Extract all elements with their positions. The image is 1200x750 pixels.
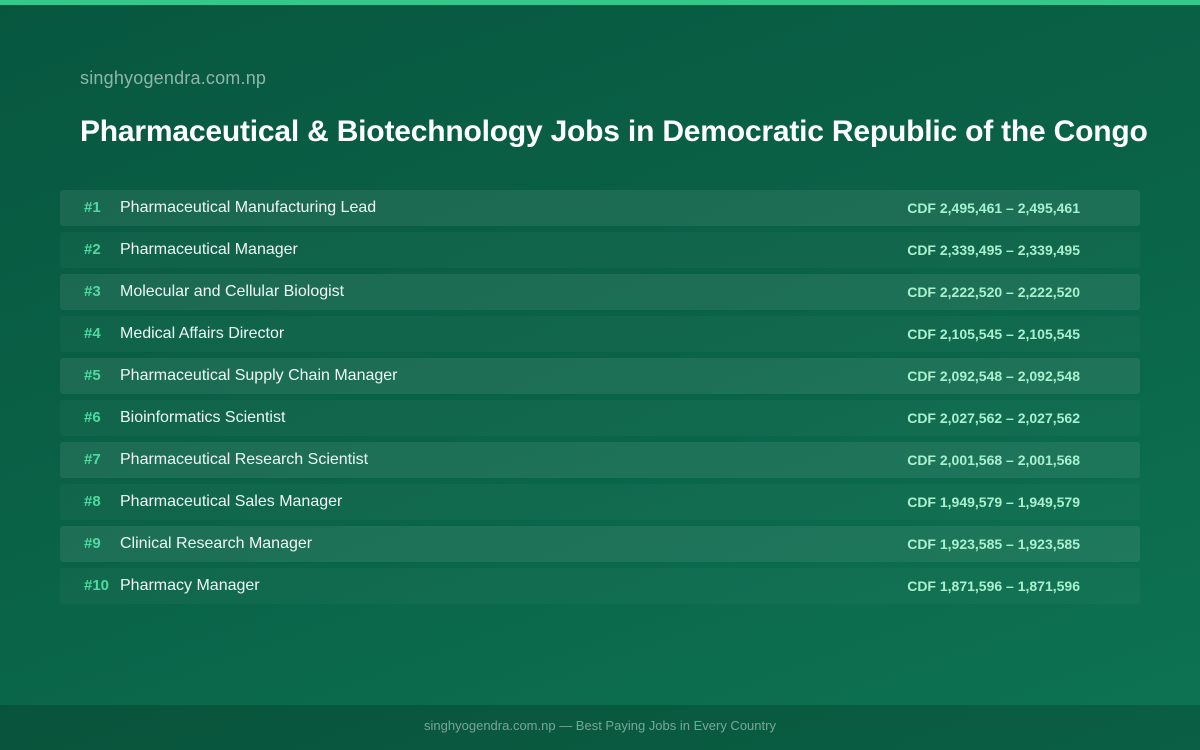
job-rank: #8 <box>84 493 101 510</box>
job-row: #10 Pharmacy Manager CDF 1,871,596 – 1,8… <box>60 568 1140 604</box>
job-rank: #1 <box>84 199 101 216</box>
site-name: singhyogendra.com.np <box>80 68 267 88</box>
job-row: #2 Pharmaceutical Manager CDF 2,339,495 … <box>60 232 1140 268</box>
job-rank: #7 <box>84 451 101 468</box>
job-title: Pharmaceutical Manufacturing Lead <box>120 199 377 216</box>
job-row: #7 Pharmaceutical Research Scientist CDF… <box>60 442 1140 478</box>
job-rank: #4 <box>84 325 101 342</box>
page-title: Pharmaceutical & Biotechnology Jobs in D… <box>80 115 1148 148</box>
job-rank: #3 <box>84 283 101 300</box>
job-row: #4 Medical Affairs Director CDF 2,105,54… <box>60 316 1140 352</box>
job-rank: #5 <box>84 367 101 384</box>
job-title: Molecular and Cellular Biologist <box>120 283 345 300</box>
job-title: Medical Affairs Director <box>120 325 285 342</box>
job-salary: CDF 1,923,585 – 1,923,585 <box>907 536 1080 552</box>
job-rank: #9 <box>84 535 101 552</box>
job-row: #6 Bioinformatics Scientist CDF 2,027,56… <box>60 400 1140 436</box>
job-title: Pharmaceutical Supply Chain Manager <box>120 367 398 384</box>
job-salary: CDF 2,495,461 – 2,495,461 <box>907 200 1080 216</box>
job-row: #3 Molecular and Cellular Biologist CDF … <box>60 274 1140 310</box>
job-salary: CDF 2,027,562 – 2,027,562 <box>907 410 1080 426</box>
job-row: #8 Pharmaceutical Sales Manager CDF 1,94… <box>60 484 1140 520</box>
job-title: Pharmaceutical Sales Manager <box>120 493 343 510</box>
job-ranking-list: #1 Pharmaceutical Manufacturing Lead CDF… <box>60 190 1140 610</box>
job-salary: CDF 1,871,596 – 1,871,596 <box>907 578 1080 594</box>
job-salary: CDF 2,105,545 – 2,105,545 <box>907 326 1080 342</box>
job-title: Clinical Research Manager <box>120 535 313 552</box>
job-row: #9 Clinical Research Manager CDF 1,923,5… <box>60 526 1140 562</box>
job-title: Bioinformatics Scientist <box>120 409 286 426</box>
job-title: Pharmaceutical Manager <box>120 241 298 258</box>
footer: singhyogendra.com.np — Best Paying Jobs … <box>0 705 1200 750</box>
job-rank: #2 <box>84 241 101 258</box>
job-salary: CDF 2,001,568 – 2,001,568 <box>907 452 1080 468</box>
job-salary: CDF 2,222,520 – 2,222,520 <box>907 284 1080 300</box>
job-salary: CDF 2,092,548 – 2,092,548 <box>907 368 1080 384</box>
job-title: Pharmaceutical Research Scientist <box>120 451 369 468</box>
job-rank: #10 <box>84 577 110 594</box>
job-salary: CDF 1,949,579 – 1,949,579 <box>907 494 1080 510</box>
top-accent-bar <box>0 0 1200 5</box>
job-rank: #6 <box>84 409 101 426</box>
job-row: #1 Pharmaceutical Manufacturing Lead CDF… <box>60 190 1140 226</box>
job-row: #5 Pharmaceutical Supply Chain Manager C… <box>60 358 1140 394</box>
job-title: Pharmacy Manager <box>120 577 260 594</box>
job-salary: CDF 2,339,495 – 2,339,495 <box>907 242 1080 258</box>
footer-text: singhyogendra.com.np — Best Paying Jobs … <box>424 718 776 733</box>
